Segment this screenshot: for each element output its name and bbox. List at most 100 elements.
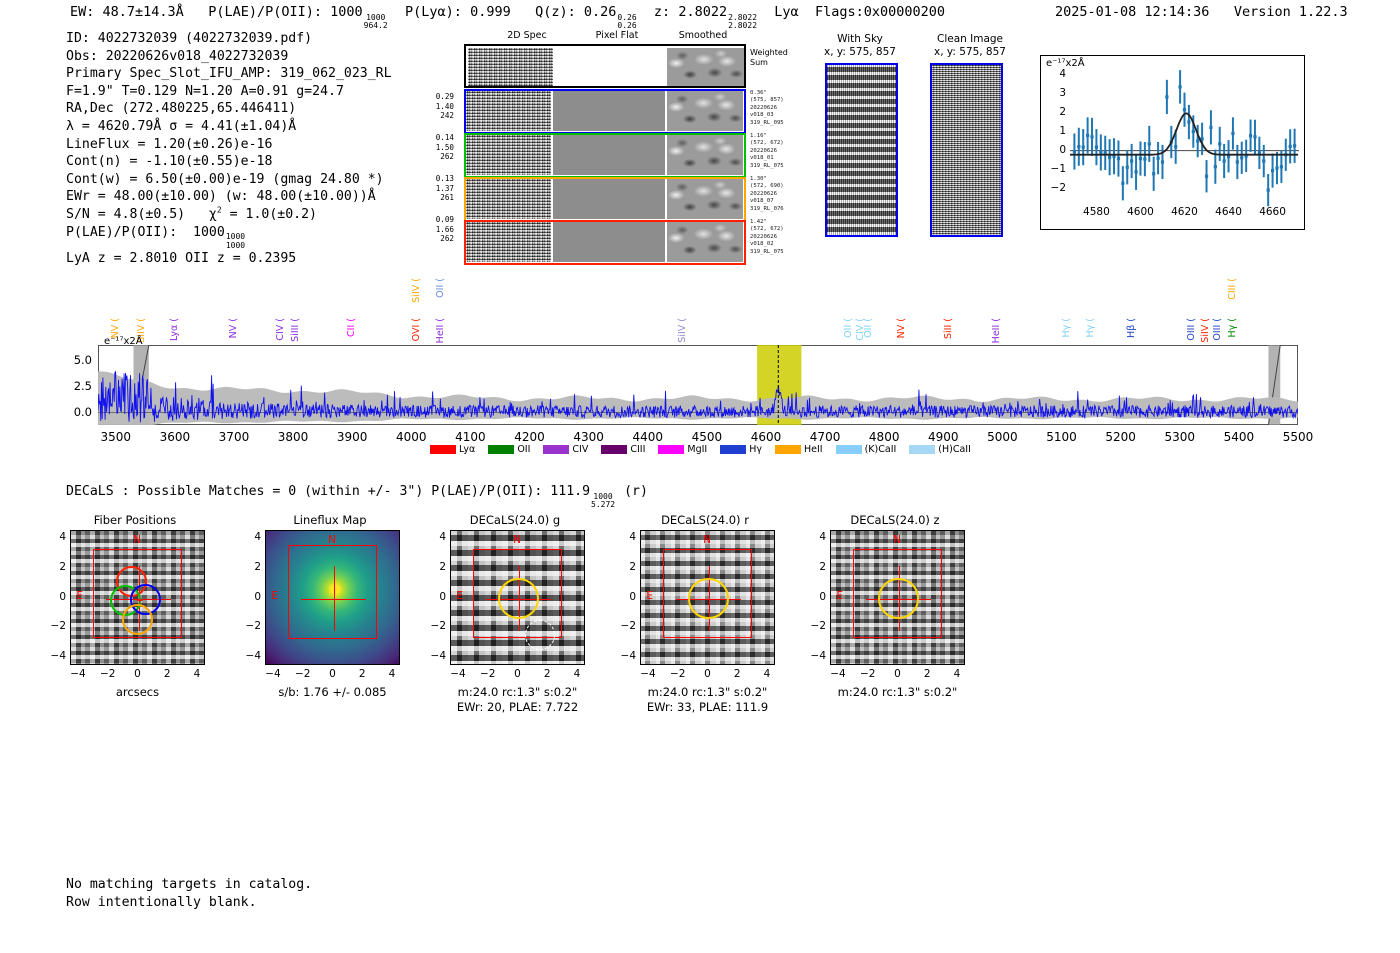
- compass-north-label: N: [893, 533, 901, 546]
- info-line: Cont(w) = 6.50(±0.00)e-19 (gmag 24.80 *): [66, 171, 384, 187]
- spectrum-line-label: SiII (: [943, 318, 955, 339]
- fiber-stat-value: 1.50: [435, 142, 454, 152]
- spectrum-x-tick: 5100: [1046, 430, 1077, 444]
- compass-east-label: E: [836, 590, 844, 603]
- spectrum-x-tick: 4100: [455, 430, 486, 444]
- decals-y-tick: 0: [439, 590, 446, 603]
- decals-x-tick: 2: [733, 668, 741, 680]
- decals-x-tick: −2: [100, 668, 116, 680]
- decals-x-tick: −4: [70, 668, 86, 680]
- fiber-meta-line: v018_02: [750, 241, 774, 248]
- compass-north-label: N: [513, 533, 521, 546]
- legend-item: (K)CaII: [835, 444, 896, 455]
- spectrum-x-tick: 5300: [1164, 430, 1196, 444]
- decals-panel-title: DECaLS(24.0) g: [469, 513, 561, 527]
- decals-y-tick: 2: [254, 560, 261, 573]
- line-fit-chart: e⁻¹⁷x2Å −2 −1 0 1 2 3 4 4580 4600 4620 4640 4660: [1040, 55, 1305, 230]
- weighted-sum-label-line1: Weighted: [750, 48, 788, 57]
- decals-x-tick: 4: [193, 668, 201, 680]
- fiber-2dspec-image: [466, 91, 551, 131]
- fiber-stat-value: 1.66: [435, 224, 454, 234]
- spectrum-plot-svg: [98, 345, 1298, 425]
- line-fit-y-tick: −2: [1050, 181, 1066, 194]
- info-line-sn: S/N = 4.8(±0.5) χ2 = 1.0(±0.2): [66, 206, 392, 224]
- info-line: F=1.9" T=0.129 N=1.20 A=0.91 g=24.7: [66, 83, 344, 99]
- spectrum-x-tick: 4500: [691, 430, 723, 444]
- fiber-meta-line: 0.36": [750, 90, 767, 96]
- spectrum-y-tick: 2.5: [73, 378, 92, 393]
- z-line-name: Lyα: [774, 4, 799, 20]
- plae-label: P(LAE)/P(OII):: [208, 4, 322, 20]
- decals-y-tick: 0: [629, 590, 636, 603]
- fiber-row-stats: 0.13 1.37 261: [426, 174, 454, 203]
- decals-x-tick: 2: [163, 668, 171, 680]
- fiber-meta-line: v018_07: [750, 198, 774, 205]
- decals-panel-caption: s/b: 1.76 +/- 0.085: [278, 685, 387, 699]
- spectrum-line-label: HeII (: [990, 318, 1002, 344]
- legend-label: MgII: [687, 444, 708, 455]
- legend-label: CIII: [630, 444, 646, 455]
- decals-panel-caption: m:24.0 rc:1.3" s:0.2": [837, 685, 958, 699]
- spectrum-y-tick: 5.0: [73, 352, 92, 367]
- decals-x-tick: −2: [670, 668, 686, 680]
- compass-east-label: E: [456, 590, 464, 603]
- plya-label: P(Lyα):: [405, 4, 462, 20]
- legend-item: Hγ: [720, 444, 762, 455]
- fiber-smoothed-image: [667, 222, 743, 262]
- fiber-row-stats: 0.09 1.66 262: [426, 215, 454, 244]
- line-fit-y-tick: 3: [1059, 86, 1066, 99]
- spectrum-line-label: OIII (: [1185, 318, 1197, 341]
- decals-y-tick: −2: [810, 620, 826, 633]
- compass-north-label: N: [133, 533, 141, 546]
- ew-value: 48.7±14.3Å: [102, 4, 184, 20]
- fiber-meta-line: 20220626: [750, 190, 777, 197]
- fiber-stat-value: 0.29: [435, 92, 454, 101]
- legend-item: CIV: [543, 444, 588, 455]
- clean-image-image: [930, 63, 1003, 237]
- fiber-meta-line: 1.16": [750, 133, 767, 139]
- decals-y-tick: 4: [819, 531, 826, 543]
- chi2-exponent: 2: [216, 205, 222, 215]
- spectrum-line-label: SiIV (: [677, 318, 689, 343]
- compass-east-label: E: [271, 590, 279, 603]
- fiber-row-panel: [464, 220, 746, 265]
- header-summary-line: EW: 48.7±14.3Å P(LAE)/P(OII): 1000 1000 96…: [70, 4, 945, 30]
- fiber-row-stats: 0.14 1.50 262: [426, 133, 454, 162]
- fiber-pixelflat-image: [553, 222, 665, 262]
- fiber-smoothed-image: [667, 179, 743, 219]
- ew-label: EW:: [70, 4, 95, 20]
- spectrum-line-label: SiIV (: [1200, 318, 1212, 343]
- info-line-redshift: LyA z = 2.8010 OII z = 0.2395: [66, 250, 297, 266]
- decals-cutout-image[interactable]: + N E: [70, 530, 205, 665]
- fiber-meta-line: v018_03: [750, 112, 774, 119]
- legend-label: CIV: [572, 444, 589, 455]
- decals-y-tick: 0: [254, 590, 261, 603]
- qz-value: 0.26: [583, 4, 617, 20]
- spectrum-line-label: SiIV (: [411, 278, 423, 303]
- aperture-circle: [878, 578, 919, 619]
- decals-x-tick: 0: [894, 668, 901, 680]
- weighted-sum-2dspec-image: [468, 48, 553, 86]
- col-title-pixelflat: Pixel Flat: [595, 30, 639, 41]
- fiber-row-meta: 1.42" (572, 672) 20220626 v018_02 319_RL…: [750, 219, 800, 256]
- decals-y-tick: 2: [629, 560, 636, 573]
- fiber-stat-value: 1.40: [435, 101, 454, 111]
- fiber-row-meta: 1.30" (572, 690) 20220626 v018_07 319_RL…: [750, 176, 800, 213]
- legend-swatch: [775, 445, 801, 454]
- legend-item: Lyα: [430, 444, 475, 455]
- fiber-meta-line: 1.42": [750, 219, 767, 225]
- fiber-row-panel: [464, 133, 746, 178]
- footer-line-1: No matching targets in catalog.: [66, 877, 313, 892]
- decals-y-tick: 4: [59, 531, 66, 543]
- with-sky-coords: x, y: 575, 857: [824, 46, 896, 58]
- legend-swatch: [720, 445, 747, 454]
- info-line: LineFlux = 1.20(±0.26)e-16: [66, 136, 273, 152]
- decals-header: DECaLS : Possible Matches = 0 (within +/…: [66, 484, 648, 509]
- legend-item: CIII: [601, 444, 645, 455]
- fiber-pixelflat-image: [553, 91, 665, 131]
- header-timestamp-version: 2025-01-08 12:14:36 Version 1.22.3: [1055, 4, 1348, 20]
